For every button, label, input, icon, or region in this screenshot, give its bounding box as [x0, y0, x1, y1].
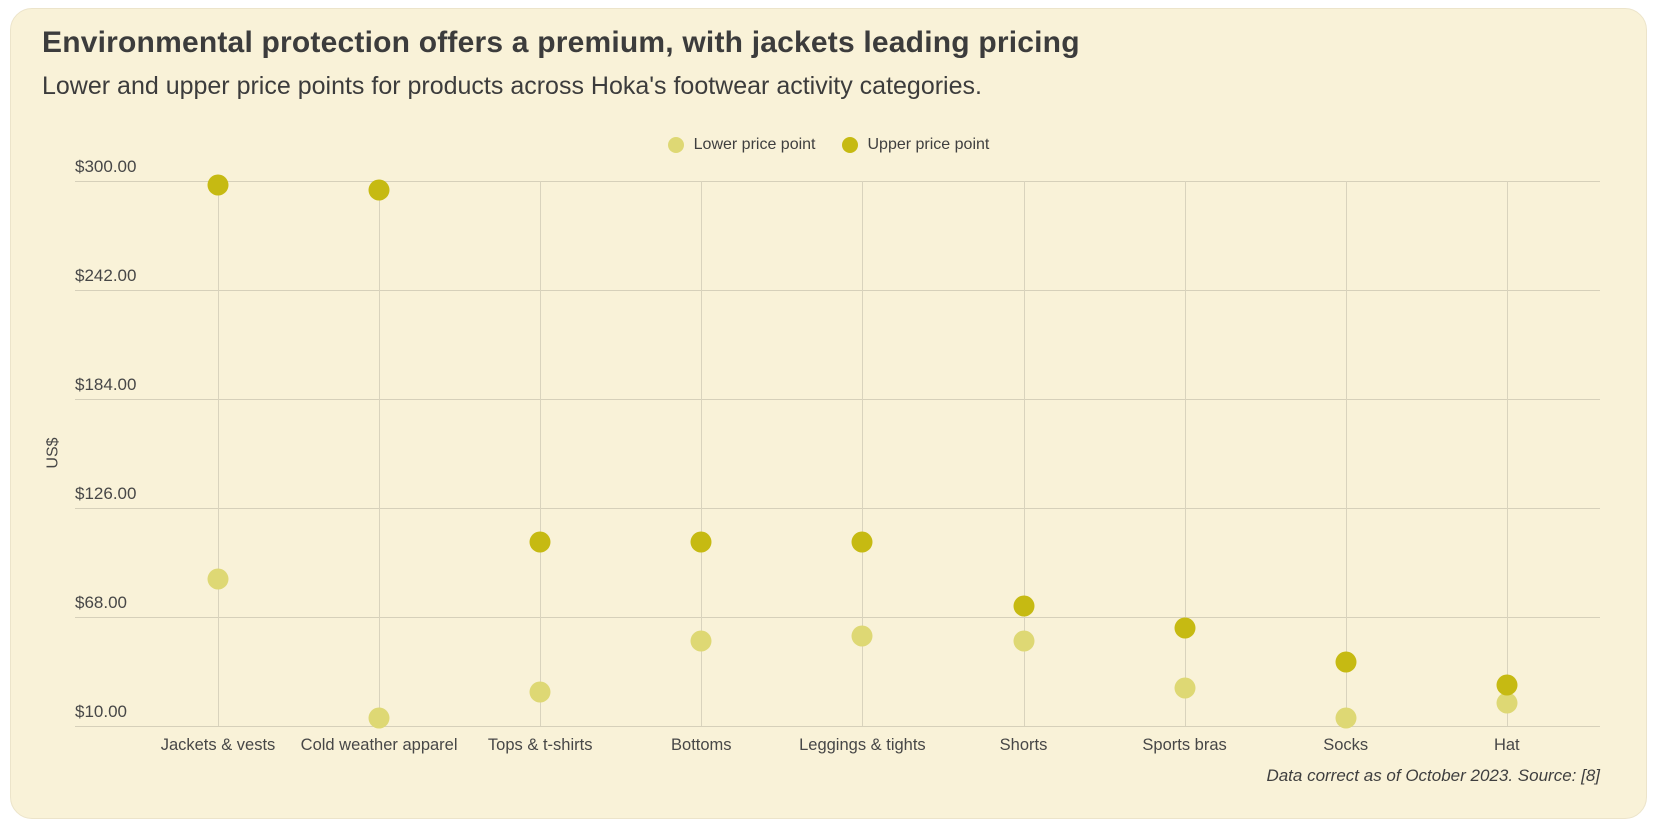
- x-category-label: Leggings & tights: [799, 736, 926, 754]
- data-point[interactable]: [207, 568, 229, 590]
- x-category-label: Socks: [1323, 736, 1369, 754]
- x-category-label: Shorts: [999, 736, 1048, 754]
- data-point[interactable]: [207, 174, 229, 196]
- y-tick-label: $184.00: [75, 375, 137, 394]
- data-point[interactable]: [1496, 674, 1518, 696]
- x-gridline: [218, 181, 219, 726]
- y-gridline: [75, 181, 1600, 182]
- data-point[interactable]: [1174, 677, 1196, 699]
- x-category-label: Hat: [1493, 736, 1520, 754]
- data-point[interactable]: [851, 625, 873, 647]
- y-gridline: [75, 726, 1600, 727]
- lower-price-point-swatch-icon: [667, 137, 684, 153]
- data-point[interactable]: [1335, 651, 1357, 673]
- legend-label-lower: Lower price point: [693, 136, 816, 153]
- chart-title: Environmental protection offers a premiu…: [42, 26, 1080, 59]
- x-category-label: Bottoms: [671, 736, 732, 754]
- x-category-label: Sports bras: [1142, 736, 1227, 754]
- y-tick-label: $68.00: [75, 593, 127, 612]
- data-point[interactable]: [1013, 595, 1034, 617]
- data-point[interactable]: [368, 179, 390, 201]
- data-point[interactable]: [529, 681, 551, 703]
- legend-item-lower-price-point[interactable]: Lower price point: [667, 136, 816, 154]
- source-note: Data correct as of October 2023. Source:…: [1266, 766, 1600, 785]
- x-gridline: [540, 181, 542, 726]
- x-category-label: Tops & t-shirts: [487, 736, 593, 754]
- y-axis-title: US$: [44, 437, 62, 469]
- x-gridline: [701, 181, 703, 726]
- y-tick-label: $10.00: [75, 702, 127, 721]
- x-category-label: Jackets & vests: [160, 736, 276, 754]
- legend-item-upper-price-point[interactable]: Upper price point: [841, 136, 990, 154]
- data-point[interactable]: [851, 531, 873, 553]
- data-point[interactable]: [368, 707, 390, 729]
- x-category-label: Cold weather apparel: [300, 736, 458, 754]
- legend-label-upper: Upper price point: [867, 136, 990, 153]
- y-tick-label: $300.00: [75, 157, 137, 176]
- data-point[interactable]: [1174, 617, 1196, 639]
- y-gridline: [75, 399, 1600, 400]
- upper-price-point-swatch-icon: [841, 137, 858, 153]
- data-point[interactable]: [1013, 630, 1034, 652]
- chart-card: [10, 8, 1647, 819]
- y-tick-label: $242.00: [75, 266, 137, 285]
- y-gridline: [75, 508, 1600, 509]
- data-point[interactable]: [529, 531, 551, 553]
- x-gridline: [1506, 181, 1508, 726]
- chart-legend: Lower price point Upper price point: [0, 136, 1657, 154]
- data-point[interactable]: [690, 531, 712, 553]
- chart-subtitle: Lower and upper price points for product…: [42, 72, 982, 100]
- y-gridline: [75, 290, 1600, 291]
- x-gridline: [862, 181, 864, 726]
- data-point[interactable]: [690, 630, 712, 652]
- data-point[interactable]: [1335, 707, 1357, 729]
- x-gridline: [1023, 181, 1025, 726]
- y-tick-label: $126.00: [75, 484, 137, 503]
- x-gridline: [1345, 181, 1347, 726]
- y-gridline: [75, 617, 1600, 618]
- x-gridline: [379, 181, 381, 726]
- data-point[interactable]: [1496, 692, 1518, 714]
- x-gridline: [1184, 181, 1186, 726]
